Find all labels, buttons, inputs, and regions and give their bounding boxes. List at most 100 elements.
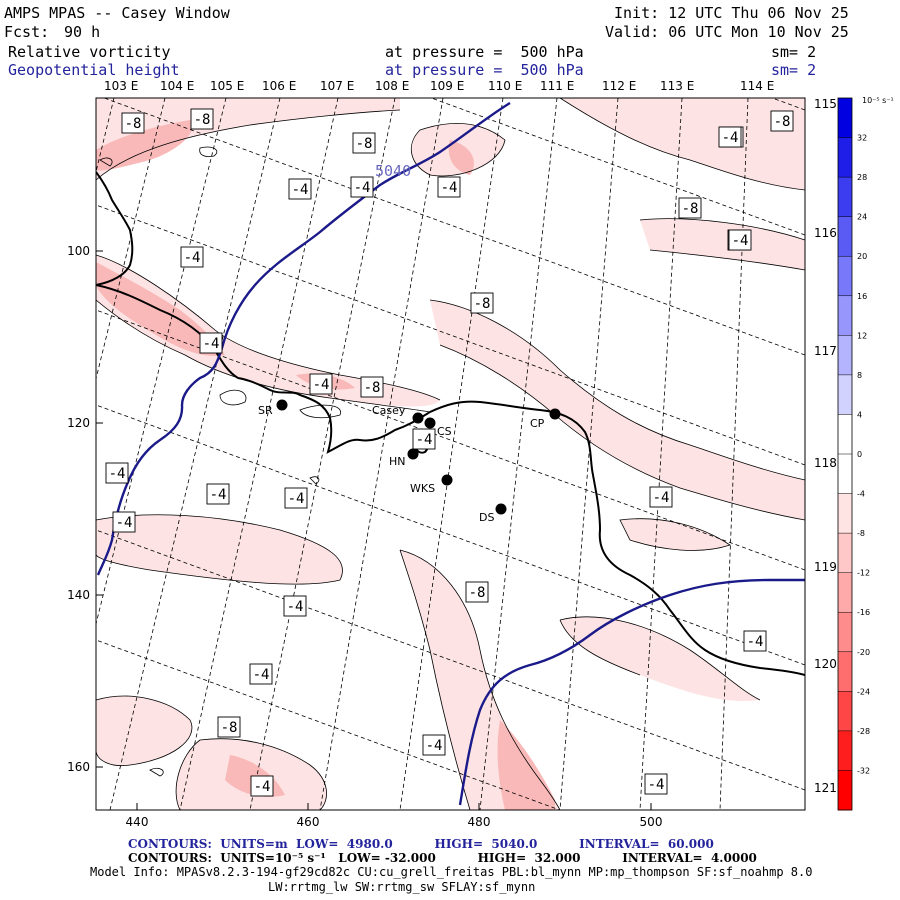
vorticity-label: -4: [354, 180, 371, 196]
colorbar-swatch: [838, 493, 852, 534]
vorticity-label: -8: [682, 201, 699, 217]
colorbar-swatch: [838, 612, 852, 653]
vorticity-label: -4: [747, 634, 764, 650]
colorbar-level-label: -4: [857, 490, 865, 499]
colorbar-swatch: [838, 335, 852, 376]
vorticity-label-box: [288, 178, 312, 200]
colorbar-level-label: 32: [857, 134, 867, 143]
vorticity-label-box: [770, 110, 794, 132]
vorticity-label-box: [309, 373, 333, 395]
colorbar-level-label: -28: [857, 727, 870, 736]
vorticity-label: -4: [287, 599, 304, 615]
top-lon-label: 104 E: [160, 79, 194, 93]
colorbar-swatch: [838, 454, 852, 495]
vorticity-label-box: [121, 112, 145, 134]
height-contour-label: 5040: [375, 162, 411, 180]
colorbar-level-label: -32: [857, 766, 870, 775]
colorbar-swatch: [838, 730, 852, 771]
x-tick-label: 460: [297, 815, 320, 829]
init-time: Init: 12 UTC Thu 06 Nov 25: [614, 4, 849, 22]
forecast-label: Fcst:: [4, 23, 50, 41]
vorticity-contours: [96, 98, 805, 810]
colorbar-level-label: 0: [857, 450, 862, 459]
vorticity-label: -4: [416, 432, 433, 448]
station-dot: [412, 412, 424, 424]
colorbar-swatch: [838, 533, 852, 574]
y-tick-label: 160: [67, 760, 90, 774]
colorbar-level-label: 8: [857, 371, 862, 380]
footer-vorticity-contours: CONTOURS: UNITS=10⁻⁵ s⁻¹ LOW= -32.000 HI…: [128, 851, 757, 865]
x-axis-ticks: 440 460 480 500: [126, 803, 663, 829]
vorticity-label: -4: [184, 250, 201, 266]
vorticity-label: -8: [194, 112, 211, 128]
vorticity-label-box: [718, 126, 742, 148]
vorticity-label: -8: [221, 720, 238, 736]
station-label: CP: [530, 417, 545, 430]
vorticity-label-box: [678, 197, 702, 219]
vorticity-label-box: [190, 108, 214, 130]
vorticity-label-box: [743, 630, 767, 652]
colorbar-level-label: 4: [857, 410, 862, 419]
vorticity-label: -4: [109, 466, 126, 482]
vorticity-label: -4: [254, 779, 271, 795]
vorticity-label: -8: [474, 296, 491, 312]
top-lon-label: 111 E: [540, 79, 574, 93]
vorticity-label-box: [422, 734, 446, 756]
vorticity-label: -4: [203, 336, 220, 352]
vorticity-label-box: [105, 462, 129, 484]
vorticity-label-box: [470, 292, 494, 314]
station-label: SR: [258, 404, 273, 417]
vorticity-label: -4: [653, 490, 670, 506]
colorbar-level-label: 20: [857, 252, 867, 261]
colorbar-level-label: 28: [857, 173, 867, 182]
field1-level: at pressure = 500 hPa: [385, 43, 584, 61]
top-lon-label: 112 E: [602, 79, 636, 93]
vorticity-label: -4: [732, 233, 749, 249]
vorticity-label: -4: [441, 180, 458, 196]
vorticity-label: -8: [774, 114, 791, 130]
vorticity-label: -4: [292, 182, 309, 198]
vorticity-label-box: [352, 132, 376, 154]
vorticity-label-box: [112, 511, 136, 533]
colorbar-level-label: 24: [857, 213, 867, 222]
station-label: WKS: [410, 482, 435, 495]
vorticity-label-box: [644, 773, 668, 795]
top-lon-label: 107 E: [320, 79, 354, 93]
field1-name: Relative vorticity: [8, 43, 171, 61]
top-longitude-labels: 103 E 104 E 105 E 106 E 107 E 108 E 109 E 110 E…: [104, 79, 774, 93]
vorticity-label: -4: [288, 491, 305, 507]
top-lon-label: 113 E: [660, 79, 694, 93]
vorticity-label: -4: [116, 515, 133, 531]
vorticity-label: -4: [313, 377, 330, 393]
vorticity-label-box: [217, 716, 241, 738]
vorticity-shading: [96, 98, 805, 810]
vorticity-label: -4: [722, 130, 739, 146]
vorticity-label-box: [283, 595, 307, 617]
station-label: HN: [389, 455, 406, 468]
station-dot: [407, 448, 419, 460]
x-tick-label: 500: [640, 815, 663, 829]
station-dot: [549, 408, 561, 420]
vorticity-label-box: [649, 486, 673, 508]
top-lon-label: 110 E: [488, 79, 522, 93]
vorticity-label-box: [206, 483, 230, 505]
colorbar-swatch: [838, 216, 852, 257]
station-label: DS: [479, 511, 494, 524]
colorbar-level-label: 12: [857, 331, 867, 340]
vorticity-label-box: [249, 663, 273, 685]
forecast-hour: 90 h: [64, 23, 101, 41]
colorbar-swatch: [838, 572, 852, 613]
vorticity-label-box: [250, 775, 274, 797]
vorticity-label-box: [437, 176, 461, 198]
station-markers: Casey CS SR HN WKS DS CP: [258, 399, 561, 524]
colorbar-level-label: -8: [857, 529, 865, 538]
vorticity-label: -8: [469, 585, 486, 601]
vorticity-label-box: [728, 229, 752, 251]
vorticity-contour-labels: -8 -8 -8 -8 -4 -4 -4 -4 -8 -4 -4 -8 -4 -4 -8 -4 -4 -4 -4 -4…: [105, 108, 794, 797]
colorbar-swatch: [838, 256, 852, 297]
station-dot: [441, 474, 453, 486]
top-lon-label: 114 E: [740, 79, 774, 93]
x-tick-label: 480: [468, 815, 491, 829]
vorticity-label-box: [465, 581, 489, 603]
